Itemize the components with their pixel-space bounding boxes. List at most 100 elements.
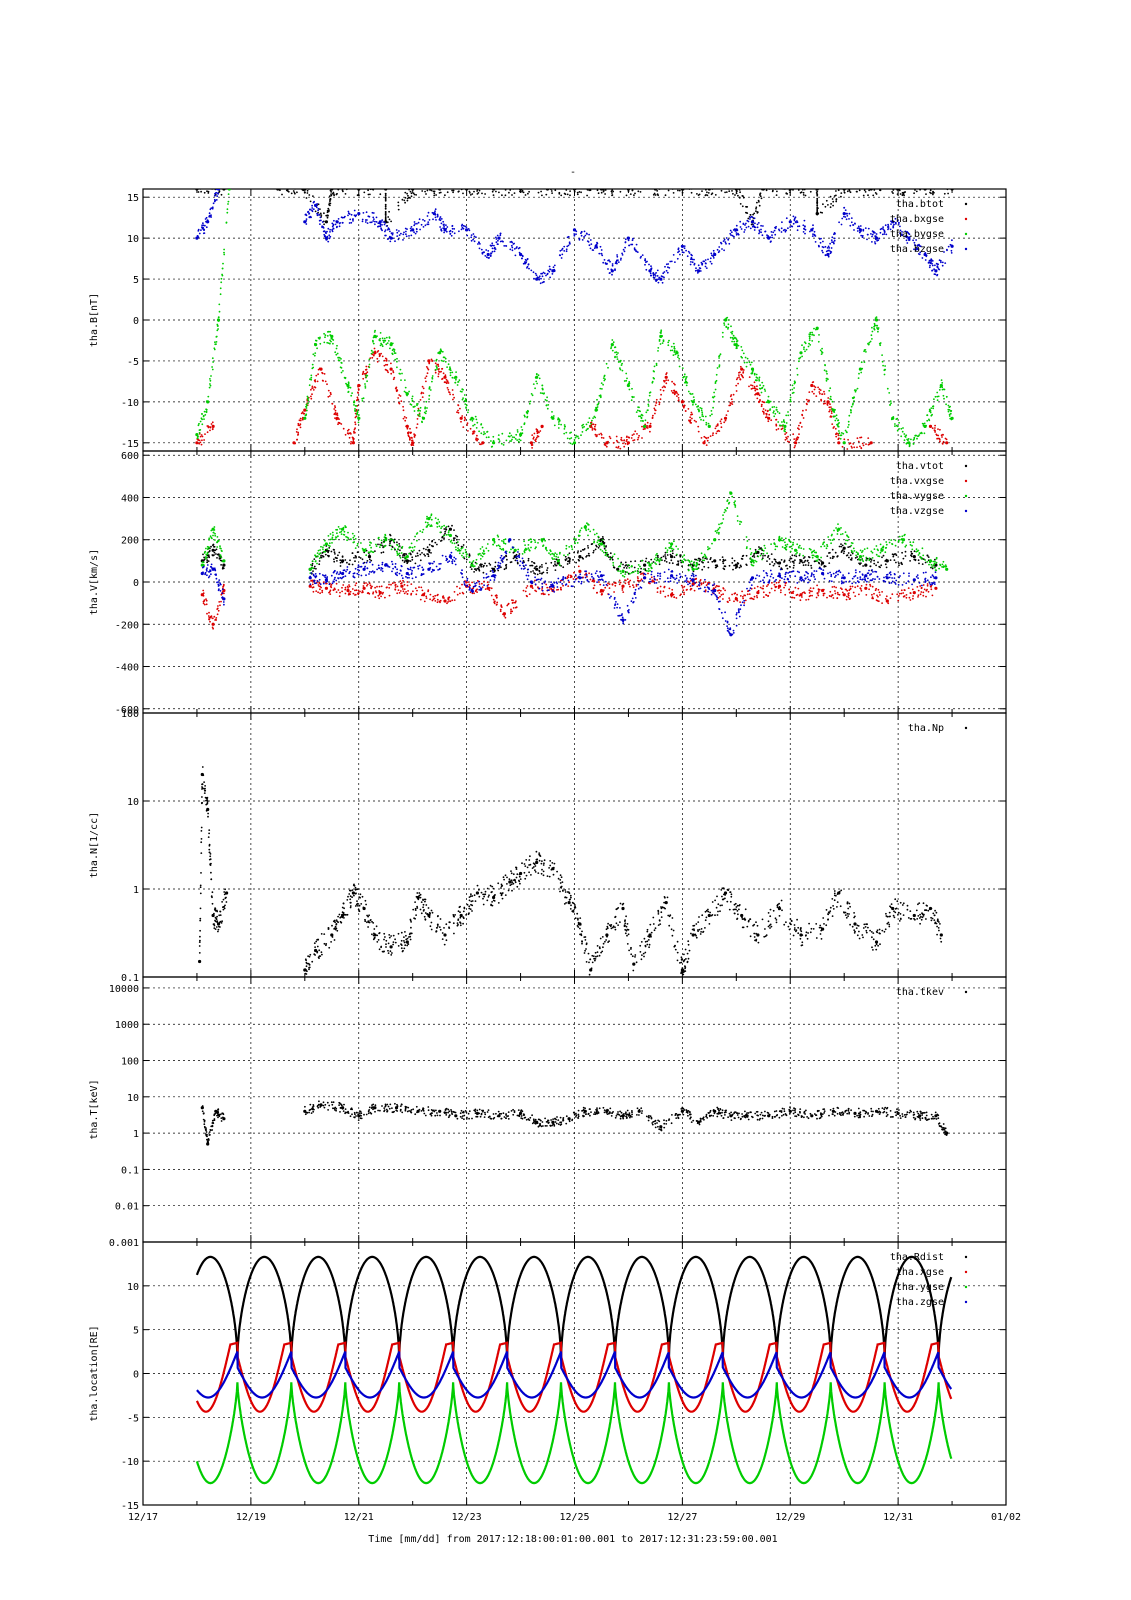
data-sample <box>735 345 738 348</box>
data-sample <box>478 430 480 433</box>
data-sample <box>347 214 349 217</box>
data-sample <box>396 235 399 238</box>
data-sample <box>333 194 335 197</box>
data-sample <box>440 350 443 353</box>
data-sample <box>363 191 366 194</box>
data-sample <box>831 241 833 244</box>
data-sample <box>498 440 501 442</box>
data-sample <box>551 273 554 275</box>
data-sample <box>937 395 940 398</box>
data-sample <box>564 555 567 558</box>
data-sample <box>379 344 382 347</box>
data-sample <box>508 182 510 184</box>
data-sample <box>419 553 422 556</box>
data-sample <box>852 397 855 399</box>
data-sample <box>355 405 358 407</box>
data-sample <box>683 373 686 376</box>
data-sample <box>644 419 647 422</box>
data-sample <box>640 420 642 422</box>
data-sample <box>789 186 791 188</box>
data-sample <box>419 559 422 562</box>
data-sample <box>483 251 485 254</box>
data-sample <box>458 587 461 590</box>
data-sample <box>718 355 720 358</box>
data-sample <box>759 399 761 401</box>
data-sample <box>623 439 625 442</box>
data-sample <box>209 378 211 380</box>
data-sample <box>665 557 667 560</box>
data-sample <box>336 416 339 419</box>
data-sample <box>209 383 211 385</box>
data-sample <box>767 417 769 419</box>
data-sample <box>609 556 612 558</box>
data-sample <box>204 433 206 435</box>
data-sample <box>616 262 618 265</box>
data-sample <box>828 389 831 392</box>
data-sample <box>602 261 605 264</box>
data-sample <box>317 203 320 206</box>
data-sample <box>330 193 332 196</box>
data-sample <box>646 184 648 186</box>
data-sample <box>390 372 393 375</box>
data-sample <box>332 191 335 194</box>
data-sample <box>471 419 474 422</box>
data-sample <box>397 238 400 241</box>
data-sample <box>611 194 614 196</box>
data-sample <box>568 562 571 564</box>
data-sample <box>687 390 690 393</box>
data-sample <box>416 222 418 225</box>
data-sample <box>647 403 650 406</box>
data-sample <box>724 565 727 568</box>
data-sample <box>800 426 803 428</box>
data-sample <box>315 590 318 592</box>
data-sample <box>660 329 663 332</box>
data-sample <box>211 207 214 210</box>
data-sample <box>443 223 445 226</box>
data-sample <box>493 250 496 253</box>
data-sample <box>645 557 648 560</box>
data-sample <box>612 442 615 444</box>
data-sample <box>838 432 841 435</box>
data-sample <box>830 239 833 242</box>
data-sample <box>655 362 658 365</box>
data-sample <box>452 183 454 185</box>
data-sample <box>649 422 652 425</box>
data-sample <box>439 599 442 602</box>
data-sample <box>816 197 819 200</box>
data-sample <box>452 537 455 540</box>
data-sample <box>866 557 869 560</box>
data-sample <box>396 366 398 369</box>
data-sample <box>524 258 527 261</box>
data-sample <box>835 433 837 435</box>
data-sample <box>809 333 812 336</box>
data-sample <box>324 380 327 383</box>
data-sample <box>948 415 951 417</box>
data-sample <box>747 225 750 228</box>
data-sample <box>671 550 674 552</box>
data-sample <box>436 215 439 217</box>
data-sample <box>873 559 875 562</box>
data-sample <box>768 558 771 560</box>
data-sample <box>941 382 944 384</box>
data-sample <box>335 220 338 223</box>
data-sample <box>822 246 825 249</box>
data-sample <box>350 221 353 224</box>
data-sample <box>381 355 384 358</box>
data-sample <box>846 183 848 185</box>
data-sample <box>329 228 331 231</box>
data-sample <box>870 561 872 563</box>
data-sample <box>405 417 408 419</box>
data-sample <box>798 424 800 427</box>
data-sample <box>743 361 746 364</box>
data-sample <box>202 232 205 235</box>
data-sample <box>472 424 474 427</box>
data-sample <box>677 354 680 357</box>
data-sample <box>478 247 481 250</box>
data-sample <box>640 567 642 570</box>
data-sample <box>425 400 428 403</box>
data-sample <box>649 186 651 188</box>
data-sample <box>534 387 536 390</box>
data-sample <box>830 406 832 408</box>
data-sample <box>435 359 438 362</box>
data-sample <box>583 425 585 428</box>
